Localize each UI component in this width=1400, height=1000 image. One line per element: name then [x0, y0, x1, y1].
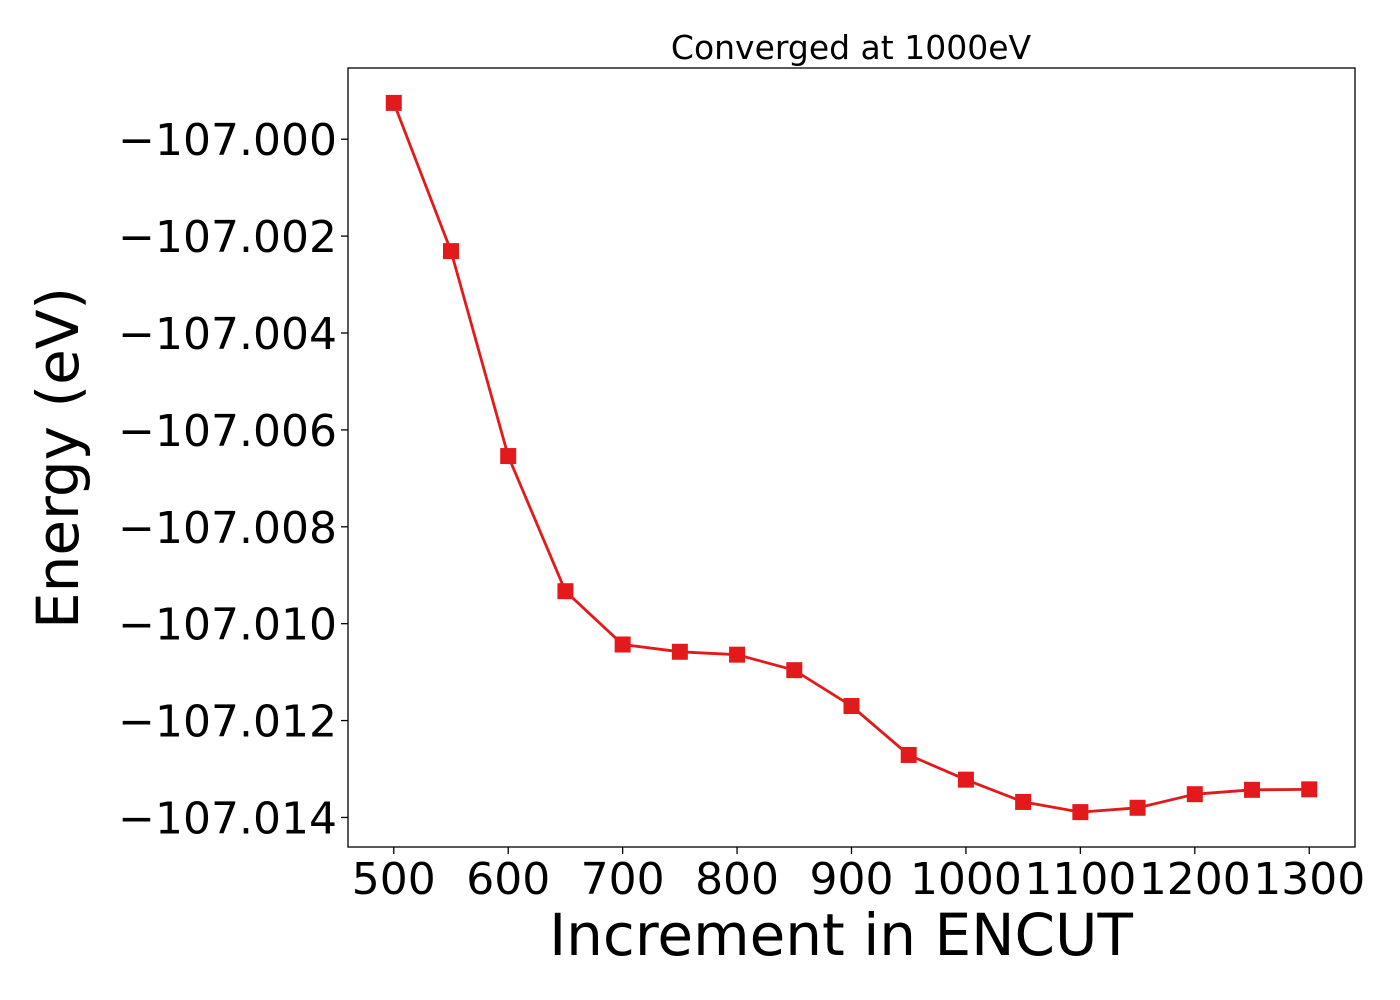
x-tick-label: 600 [466, 854, 550, 905]
data-point-marker [442, 243, 459, 260]
y-tick-label: −107.014 [118, 793, 337, 844]
data-point-marker [557, 583, 574, 600]
x-tick-label: 1200 [1139, 854, 1251, 905]
x-tick-label: 1000 [910, 854, 1022, 905]
y-axis-label: Energy (eV) [24, 287, 92, 629]
y-tick-label: −107.004 [118, 309, 337, 360]
data-point-marker [385, 94, 402, 111]
data-point-marker [1186, 786, 1203, 803]
x-tick-label: 1300 [1253, 854, 1365, 905]
data-point-marker [843, 698, 860, 715]
data-point-marker [1301, 781, 1318, 798]
y-tick-label: −107.006 [118, 406, 337, 457]
plot-area: 500 600 700 800 900 1000 1100 1200 1300 −107.000 −… [118, 67, 1365, 905]
x-tick-label: 700 [581, 854, 665, 905]
x-tick-label: 1100 [1024, 854, 1136, 905]
data-point-marker [1244, 781, 1261, 798]
y-tick-label: −107.012 [118, 697, 337, 748]
data-point-marker [1072, 804, 1089, 821]
data-point-marker [500, 448, 517, 465]
data-point-marker [1015, 793, 1032, 810]
data-point-marker [957, 771, 974, 788]
data-point-marker [729, 646, 746, 663]
data-point-marker [786, 662, 803, 679]
x-tick-label: 800 [695, 854, 779, 905]
y-tick-label: −107.010 [118, 600, 337, 651]
x-axis-label: Increment in ENCUT [549, 901, 1133, 969]
x-tick-label: 500 [352, 854, 436, 905]
data-point-marker [900, 746, 917, 763]
y-tick-label: −107.002 [118, 212, 337, 263]
y-tick-label: −107.000 [118, 115, 337, 166]
x-tick-label: 900 [810, 854, 894, 905]
data-point-marker [614, 636, 631, 653]
chart-title: Converged at 1000eV [671, 28, 1032, 67]
y-tick-label: −107.008 [118, 503, 337, 554]
data-point-marker [671, 643, 688, 660]
data-point-marker [1129, 799, 1146, 816]
